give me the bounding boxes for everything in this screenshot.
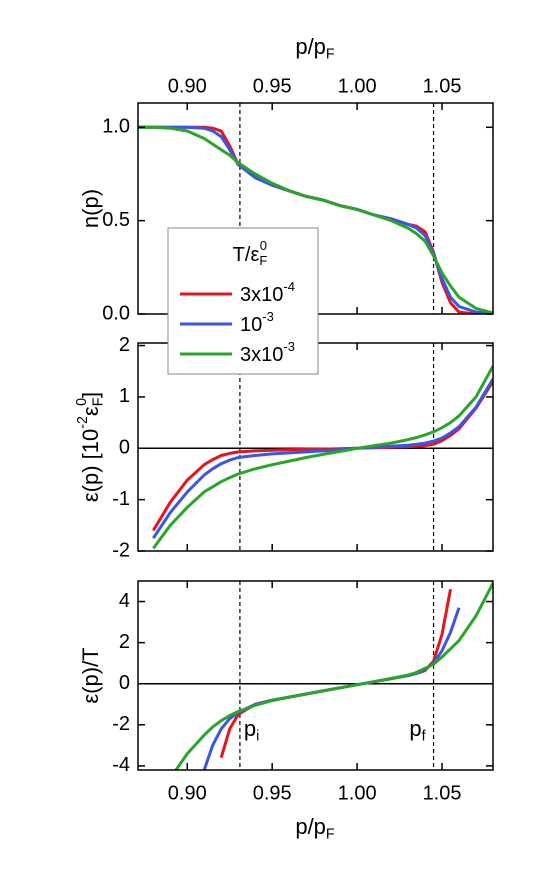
text-part: p/p <box>295 34 326 59</box>
text-part: T/ε <box>233 244 260 266</box>
text-part: p <box>409 716 421 741</box>
x-tick-label: 0.90 <box>168 75 207 97</box>
text-part: ] <box>78 392 103 398</box>
plot-area <box>138 343 493 551</box>
y-tick-label: -4 <box>112 754 130 776</box>
curve <box>152 380 493 532</box>
legend-title: T/εF0 <box>233 238 268 268</box>
plot-area <box>138 103 493 314</box>
x-tick-label: 0.90 <box>168 782 207 804</box>
y-tick-label: 4 <box>119 590 130 612</box>
y-axis-title: n(p) <box>78 189 103 228</box>
x-tick-label: 0.95 <box>253 782 292 804</box>
text-part: F <box>326 46 335 62</box>
curve <box>174 582 493 770</box>
text-part: F <box>259 253 267 268</box>
plot-frame <box>137 580 494 771</box>
y-axis-title: ε(p)/T <box>78 647 103 703</box>
x-axis-title: p/pF <box>295 814 335 843</box>
text-part: i <box>256 728 259 744</box>
legend-box <box>167 227 319 375</box>
x-tick-label: 1.05 <box>423 782 462 804</box>
curve <box>152 378 493 540</box>
y-tick-label: 1.0 <box>102 116 130 138</box>
text-part: p/p <box>295 814 326 839</box>
x-tick-label: 0.95 <box>253 75 292 97</box>
y-tick-label: 0 <box>119 672 130 694</box>
text-part: F <box>90 397 106 406</box>
x-axis-title: p/pF <box>295 34 335 63</box>
y-tick-label: 0.5 <box>102 209 130 231</box>
text-part: 10 <box>240 314 262 336</box>
legend-label: 10-3 <box>240 309 274 336</box>
text-part: 3x10 <box>240 284 283 306</box>
curve <box>138 125 493 314</box>
annotation: pf <box>409 716 425 745</box>
y-tick-label: 1 <box>119 385 130 407</box>
text-part: F <box>326 826 335 842</box>
text-part: 3x10 <box>240 344 283 366</box>
legend-label: 3x10-4 <box>240 279 295 306</box>
text-part: 0 <box>260 238 267 253</box>
y-axis-title: ε(p) [10-2εF0] <box>74 392 107 502</box>
text-part: f <box>422 728 426 744</box>
x-tick-label: 1.00 <box>338 75 377 97</box>
y-tick-label: 2 <box>119 334 130 356</box>
legend-label: 3x10-3 <box>240 339 295 366</box>
y-tick-label: 0.0 <box>102 302 130 324</box>
text-part: -3 <box>283 339 295 354</box>
x-tick-label: 1.05 <box>423 75 462 97</box>
text-part: ε(p)/T <box>78 647 103 703</box>
y-tick-label: 0 <box>119 437 130 459</box>
text-part: -4 <box>283 279 295 294</box>
x-tick-label: 1.00 <box>338 782 377 804</box>
annotation: pi <box>244 716 259 745</box>
text-part: -2 <box>75 416 91 429</box>
text-part: ε(p) [10 <box>78 429 103 502</box>
curve <box>152 365 493 550</box>
y-tick-label: -2 <box>112 713 130 735</box>
text-part: -3 <box>262 309 274 324</box>
y-tick-label: 2 <box>119 631 130 653</box>
text-part: 0 <box>74 398 90 406</box>
text-part: p <box>244 716 256 741</box>
y-tick-label: -2 <box>112 539 130 561</box>
y-tick-label: -1 <box>112 488 130 510</box>
text-part: n(p) <box>78 189 103 228</box>
plot-area <box>138 581 493 770</box>
text-part: ε <box>78 406 103 416</box>
